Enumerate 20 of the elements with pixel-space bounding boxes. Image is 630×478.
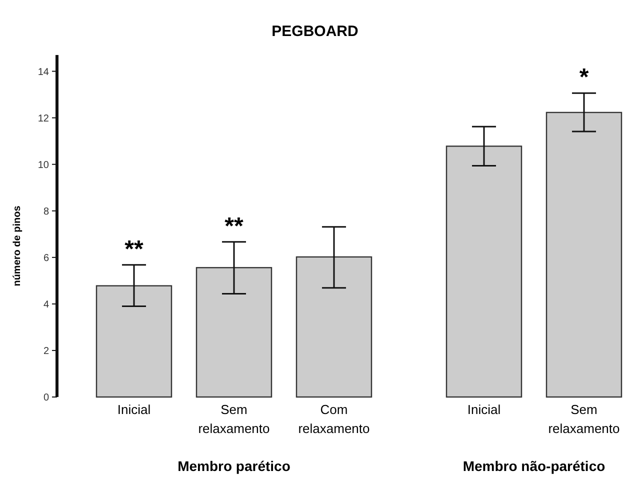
data-label: ** [224,212,244,240]
x-tick-label: Sem relaxamento [198,402,270,436]
y-tick-label: 14 [38,66,50,78]
y-tick-label: 6 [43,252,50,264]
x-tick-label: Inicial [467,402,501,417]
x-tick-label: Inicial [117,402,151,417]
x-tick-label: Com relaxamento [298,402,370,436]
y-tick-label: 10 [38,160,50,171]
data-label: * [579,64,590,92]
text: Membro parético [178,458,290,474]
y-tick-label: 8 [43,206,50,218]
y-tick-label: 2 [43,346,50,357]
y-tick-label: 0 [43,392,50,404]
y-tick-label: 12 [38,113,50,124]
text: Membro não-parético [462,458,606,474]
y-axis-title: número de pinos [12,205,23,286]
x-tick-label: Sem relaxamento [548,402,620,436]
chart-title: PEGBOARD [272,23,358,40]
data-label: ** [124,236,144,263]
y-tick-label: 4 [43,299,50,310]
